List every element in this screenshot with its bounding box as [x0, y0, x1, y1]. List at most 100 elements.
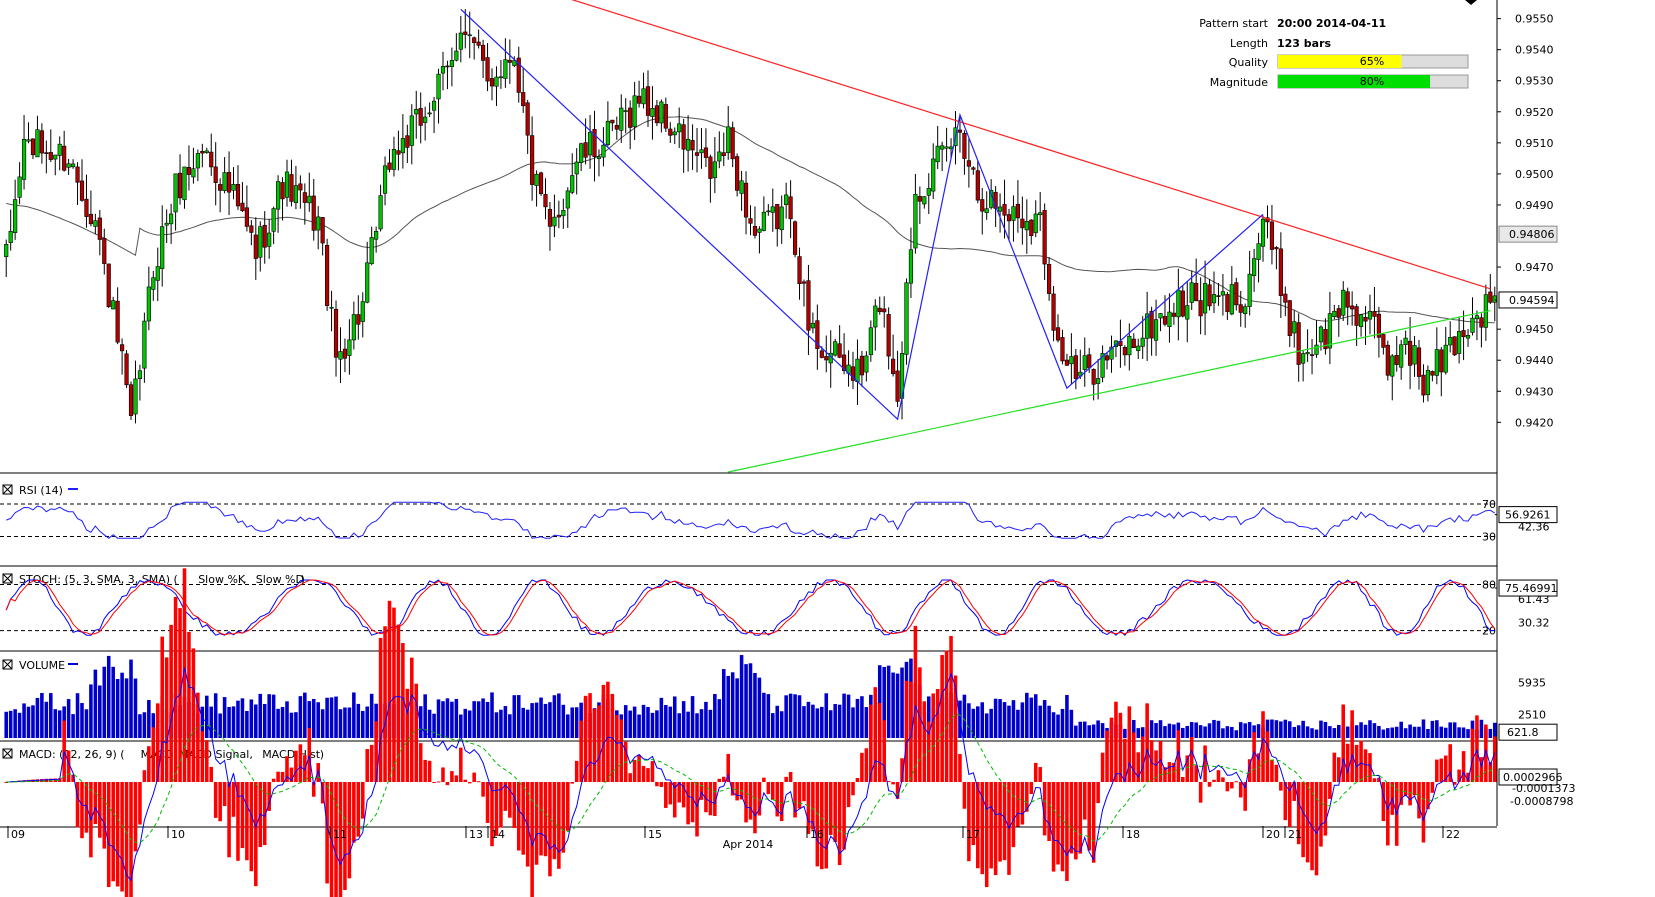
volume-bar — [1359, 722, 1363, 738]
macd-hist-bar — [1319, 782, 1323, 847]
candle-body — [1354, 306, 1359, 326]
macd-hist-bar — [980, 782, 985, 875]
volume-bar — [285, 701, 289, 738]
candle-body — [160, 226, 165, 269]
macd-hist-bar — [222, 782, 227, 807]
candle-body — [775, 204, 780, 230]
candle-body — [1104, 355, 1110, 361]
candle-body — [842, 354, 847, 371]
macd-hist-bar — [436, 781, 441, 783]
volume-bar — [98, 685, 102, 738]
candle-body — [587, 131, 593, 156]
candle-body — [445, 65, 450, 68]
macd-hist-bar — [913, 625, 918, 782]
volume-title: VOLUME — [19, 659, 65, 672]
volume-bar — [13, 709, 17, 738]
macd-hist-bar — [1337, 757, 1341, 782]
length-label: Length — [1230, 37, 1268, 50]
candle-body — [908, 249, 914, 284]
volume-bar — [766, 694, 771, 738]
volume-bar — [93, 669, 98, 738]
volume-bar — [632, 706, 637, 738]
macd-histogram — [4, 568, 1497, 897]
macd-hist-bar — [245, 782, 249, 861]
macd-hist-bar — [405, 688, 410, 782]
volume-bar — [1100, 723, 1105, 738]
macd-hist-bar — [1247, 759, 1252, 782]
volume-bar — [1443, 727, 1448, 738]
candle-body — [1287, 300, 1292, 336]
macd-hist-bar — [539, 782, 543, 856]
macd-hist-bar — [869, 704, 873, 782]
macd-hist-bar — [989, 782, 993, 869]
quality-bar-fill — [1278, 55, 1402, 68]
volume-bar — [1078, 721, 1083, 738]
macd-hist-bar — [187, 631, 191, 782]
volume-bar — [659, 697, 664, 738]
macd-hist-bar — [1025, 782, 1029, 812]
volume-bar — [445, 698, 450, 738]
candle-body — [240, 202, 245, 212]
candle-body — [151, 277, 156, 290]
volume-bar — [1033, 694, 1038, 738]
candle-body — [1474, 315, 1480, 320]
candle-body — [1225, 294, 1230, 312]
candle-body — [1109, 346, 1114, 360]
candle-body — [1127, 335, 1132, 356]
candle-body — [1131, 338, 1136, 349]
candle-body — [694, 152, 700, 156]
macd-hist-bar — [432, 782, 436, 783]
macd-hist-bar — [886, 781, 891, 783]
macd-hist-bar — [677, 782, 681, 803]
volume-bar — [240, 698, 245, 738]
candle-body — [980, 199, 985, 212]
volume-current-value: 621.8 — [1507, 726, 1539, 739]
macd-hist-bar — [548, 782, 552, 877]
volume-bar — [4, 711, 9, 738]
price-plot-area[interactable] — [0, 0, 1497, 472]
macd-hist-bar — [1296, 782, 1301, 845]
macd-hist-bar — [592, 708, 597, 782]
candle-body — [592, 129, 597, 158]
macd-hist-bar — [1145, 703, 1149, 782]
quality-value: 65% — [1360, 55, 1384, 68]
volume-bar — [512, 695, 517, 738]
candle-body — [748, 218, 753, 224]
volume-bar — [204, 695, 209, 738]
volume-bar — [726, 675, 730, 738]
candle-body — [1278, 248, 1283, 296]
volume-bar — [1025, 692, 1029, 738]
price-panel[interactable] — [0, 0, 1497, 473]
candle-body — [1207, 284, 1212, 307]
volume-bar — [1216, 720, 1221, 738]
candle-body — [873, 305, 878, 328]
macd-hist-bar — [1457, 769, 1461, 782]
macd-hist-bar — [334, 782, 338, 897]
time-axis: 09 10 11 13 14 15 16 17 18 20 21 22 Apr 2014 — [7, 826, 1460, 851]
macd-tick-mid: -0.0001373 — [1512, 782, 1575, 795]
last-price-label: 0.94594 — [1509, 294, 1555, 307]
magnitude-value: 80% — [1360, 75, 1384, 88]
candle-body — [186, 167, 192, 175]
macd-hist-bar — [851, 782, 855, 796]
candle-body — [329, 306, 334, 309]
macd-hist-bar — [151, 727, 156, 782]
volume-bar — [1256, 724, 1261, 738]
candle-body — [1136, 345, 1141, 352]
macd-hist-bar — [1287, 782, 1292, 828]
volume-bar — [1328, 726, 1332, 738]
volume-bar — [828, 710, 833, 738]
volume-bar — [1283, 719, 1288, 738]
volume-bar — [418, 706, 423, 738]
candle-body — [735, 156, 740, 191]
volume-bar — [454, 698, 459, 738]
macd-hist-bar — [1118, 712, 1123, 782]
candle-body — [1229, 284, 1234, 315]
macd-hist-bar — [1354, 744, 1359, 782]
macd-hist-bar — [476, 781, 481, 783]
volume-bar — [655, 710, 659, 738]
candle-body — [931, 158, 936, 192]
candle-body — [1082, 355, 1087, 370]
scroll-marker-icon[interactable] — [1465, 0, 1477, 5]
